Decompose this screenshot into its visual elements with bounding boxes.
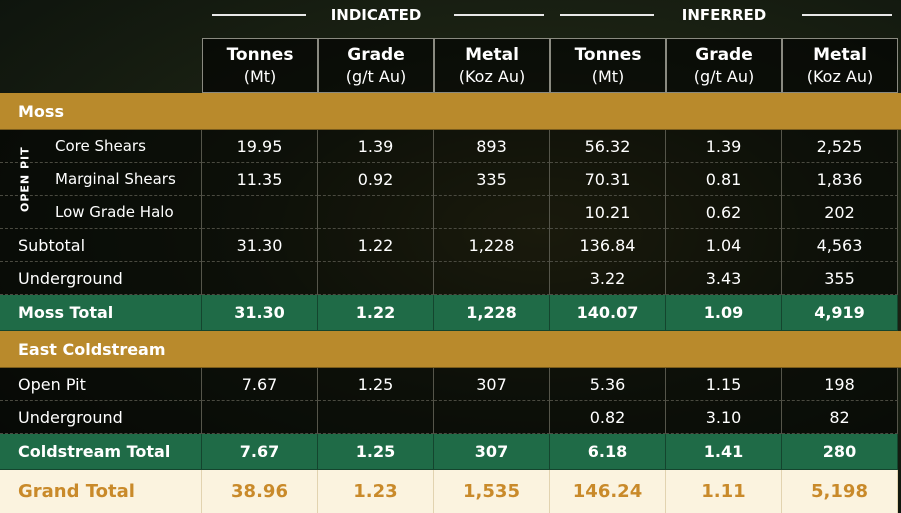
data-cell: 31.30: [202, 295, 318, 331]
data-cell: 1.25: [318, 368, 434, 401]
data-cell: 1.41: [666, 434, 782, 470]
divider-rule: [560, 14, 654, 16]
data-cell: 1.39: [666, 130, 782, 163]
row-label: Open Pit: [0, 368, 202, 401]
data-cell: 4,919: [782, 295, 898, 331]
column-unit: (Mt): [591, 66, 625, 86]
data-cell: 3.43: [666, 262, 782, 295]
column-header: Metal (Koz Au): [434, 38, 550, 93]
data-cell: 5.36: [550, 368, 666, 401]
column-name: Grade: [347, 44, 405, 65]
data-cell: [202, 262, 318, 295]
data-cell: [318, 401, 434, 434]
data-cell: 1.23: [318, 470, 434, 513]
column-unit: (g/t Au): [693, 66, 755, 86]
data-cell: 7.67: [202, 368, 318, 401]
divider-rule: [802, 14, 892, 16]
data-cell: 19.95: [202, 130, 318, 163]
data-cell: 82: [782, 401, 898, 434]
column-header: Tonnes (Mt): [202, 38, 318, 93]
data-cell: 335: [434, 163, 550, 196]
data-cell: [318, 196, 434, 229]
column-name: Tonnes: [226, 44, 294, 65]
section-title: Moss: [0, 93, 901, 130]
data-cell: 136.84: [550, 229, 666, 262]
data-cell: 56.32: [550, 130, 666, 163]
data-cell: [434, 262, 550, 295]
data-cell: 2,525: [782, 130, 898, 163]
group-header: INDICATED: [330, 6, 422, 24]
data-cell: 307: [434, 434, 550, 470]
column-name: Metal: [813, 44, 867, 65]
data-cell: [434, 401, 550, 434]
data-cell: 307: [434, 368, 550, 401]
data-cell: 3.10: [666, 401, 782, 434]
row-label: Marginal Shears: [0, 163, 202, 196]
data-cell: 70.31: [550, 163, 666, 196]
data-cell: 140.07: [550, 295, 666, 331]
row-label: Moss Total: [0, 295, 202, 331]
row-label: Subtotal: [0, 229, 202, 262]
data-cell: [202, 401, 318, 434]
column-name: Grade: [695, 44, 753, 65]
row-label: Low Grade Halo: [0, 196, 202, 229]
divider-rule: [454, 14, 544, 16]
data-cell: 1,228: [434, 295, 550, 331]
subgroup-label: OPEN PIT: [18, 146, 32, 213]
data-cell: 146.24: [550, 470, 666, 513]
data-cell: 0.92: [318, 163, 434, 196]
data-cell: 4,563: [782, 229, 898, 262]
row-label: Coldstream Total: [0, 434, 202, 470]
data-cell: [318, 262, 434, 295]
column-header: Tonnes (Mt): [550, 38, 666, 93]
data-cell: 280: [782, 434, 898, 470]
data-cell: 1,228: [434, 229, 550, 262]
divider-rule: [212, 14, 306, 16]
data-cell: 38.96: [202, 470, 318, 513]
data-cell: 31.30: [202, 229, 318, 262]
row-label: Underground: [0, 401, 202, 434]
column-unit: (Koz Au): [806, 66, 874, 86]
column-header: Grade (g/t Au): [666, 38, 782, 93]
data-cell: 1.11: [666, 470, 782, 513]
data-cell: 1.15: [666, 368, 782, 401]
data-cell: 0.82: [550, 401, 666, 434]
data-cell: 1,535: [434, 470, 550, 513]
data-cell: 1.04: [666, 229, 782, 262]
data-cell: 5,198: [782, 470, 898, 513]
data-cell: 10.21: [550, 196, 666, 229]
data-cell: 6.18: [550, 434, 666, 470]
data-cell: 0.62: [666, 196, 782, 229]
data-cell: 1,836: [782, 163, 898, 196]
data-cell: 0.81: [666, 163, 782, 196]
data-cell: 7.67: [202, 434, 318, 470]
column-name: Metal: [465, 44, 519, 65]
data-cell: 1.25: [318, 434, 434, 470]
data-cell: 1.22: [318, 229, 434, 262]
data-cell: 1.09: [666, 295, 782, 331]
column-header: Metal (Koz Au): [782, 38, 898, 93]
data-cell: 893: [434, 130, 550, 163]
data-cell: [434, 196, 550, 229]
data-cell: 1.39: [318, 130, 434, 163]
group-header: INFERRED: [681, 6, 767, 24]
column-name: Tonnes: [574, 44, 642, 65]
column-unit: (Mt): [243, 66, 277, 86]
column-unit: (Koz Au): [458, 66, 526, 86]
row-label: Core Shears: [0, 130, 202, 163]
data-cell: 11.35: [202, 163, 318, 196]
data-cell: 1.22: [318, 295, 434, 331]
column-header: Grade (g/t Au): [318, 38, 434, 93]
data-cell: 198: [782, 368, 898, 401]
data-cell: 355: [782, 262, 898, 295]
column-unit: (g/t Au): [345, 66, 407, 86]
row-label: Grand Total: [0, 470, 202, 513]
data-cell: [202, 196, 318, 229]
row-label: Underground: [0, 262, 202, 295]
data-cell: 202: [782, 196, 898, 229]
data-cell: 3.22: [550, 262, 666, 295]
section-title: East Coldstream: [0, 331, 901, 368]
